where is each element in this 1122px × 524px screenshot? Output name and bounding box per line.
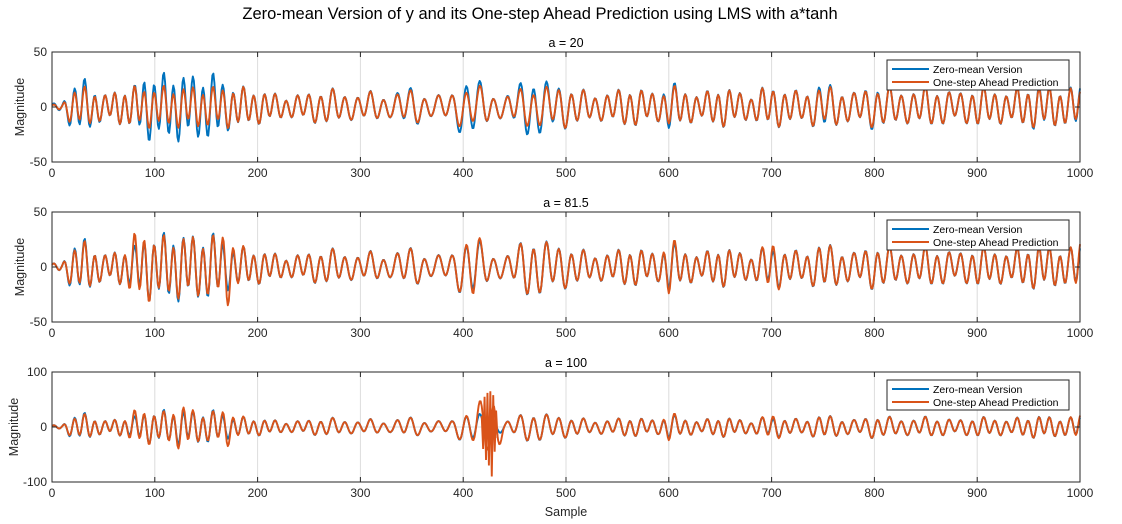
legend-box (886, 219, 1070, 251)
axes-container: 0 100 200 300 400 500 600 700 800 900 1000500-50a … (7, 36, 1094, 519)
y-tick-label: -100 (23, 475, 47, 489)
y-tick-label: 0 (40, 100, 47, 114)
x-tick-label: 600 (659, 486, 679, 500)
legend-entry-label: Zero-mean Version (933, 64, 1022, 76)
x-tick-label: 100 (145, 486, 165, 500)
y-tick-label: 100 (27, 365, 47, 379)
y-axis-label: Magnitude (13, 238, 27, 296)
x-tick-label: 0 (49, 486, 56, 500)
x-tick-label: 900 (967, 326, 987, 340)
subplot-3: 0 100 200 300 400 500 600 700 800 900 10001000-100… (7, 356, 1094, 519)
series-line-prediction (51, 400, 1081, 451)
y-tick-label: 0 (40, 420, 47, 434)
legend-entry-label: Zero-mean Version (933, 384, 1022, 396)
x-tick-label: 500 (556, 326, 576, 340)
figure-title: Zero-mean Version of y and its One-step … (242, 5, 837, 23)
x-tick-label: 100 (145, 326, 165, 340)
series-line-prediction (51, 232, 1081, 307)
x-tick-label: 700 (762, 326, 782, 340)
x-tick-label: 1000 (1067, 486, 1094, 500)
x-tick-label: 600 (659, 166, 679, 180)
x-tick-label: 200 (248, 326, 268, 340)
x-tick-label: 1000 (1067, 326, 1094, 340)
x-tick-label: 900 (967, 486, 987, 500)
x-tick-label: 600 (659, 326, 679, 340)
x-axis-label: Sample (545, 505, 587, 519)
x-tick-label: 900 (967, 166, 987, 180)
legend-entry-label: One-step Ahead Prediction (933, 397, 1059, 409)
y-tick-label: 50 (34, 205, 48, 219)
x-tick-label: 800 (864, 486, 884, 500)
series-line-prediction (51, 84, 1081, 129)
subplot-title: a = 20 (548, 36, 583, 50)
y-axis-label: Magnitude (7, 398, 21, 456)
x-tick-label: 0 (49, 326, 56, 340)
series-spike-prediction (480, 391, 499, 477)
x-tick-label: 400 (453, 326, 473, 340)
x-tick-label: 200 (248, 486, 268, 500)
legend-box (886, 59, 1070, 91)
x-tick-label: 700 (762, 486, 782, 500)
subplot-1: 0 100 200 300 400 500 600 700 800 900 1000500-50a … (13, 36, 1094, 180)
legend-entry-label: Zero-mean Version (933, 224, 1022, 236)
x-tick-label: 100 (145, 166, 165, 180)
x-tick-label: 500 (556, 166, 576, 180)
y-axis-label: Magnitude (13, 78, 27, 136)
legend-entry-label: One-step Ahead Prediction (933, 237, 1059, 249)
x-tick-label: 0 (49, 166, 56, 180)
x-tick-label: 800 (864, 166, 884, 180)
x-tick-label: 400 (453, 486, 473, 500)
x-tick-label: 1000 (1067, 166, 1094, 180)
x-tick-label: 500 (556, 486, 576, 500)
subplot-title: a = 100 (545, 356, 587, 370)
x-tick-label: 800 (864, 326, 884, 340)
y-tick-label: 0 (40, 260, 47, 274)
x-tick-label: 300 (350, 326, 370, 340)
x-tick-label: 700 (762, 166, 782, 180)
x-tick-label: 400 (453, 166, 473, 180)
legend-box (886, 379, 1070, 411)
y-tick-label: -50 (30, 155, 48, 169)
y-tick-label: 50 (34, 45, 48, 59)
x-tick-label: 200 (248, 166, 268, 180)
legend-entry-label: One-step Ahead Prediction (933, 77, 1059, 89)
subplot-2: 0 100 200 300 400 500 600 700 800 900 1000500-50a … (13, 196, 1094, 340)
x-tick-label: 300 (350, 166, 370, 180)
subplot-title: a = 81.5 (543, 196, 589, 210)
x-tick-label: 300 (350, 486, 370, 500)
y-tick-label: -50 (30, 315, 48, 329)
